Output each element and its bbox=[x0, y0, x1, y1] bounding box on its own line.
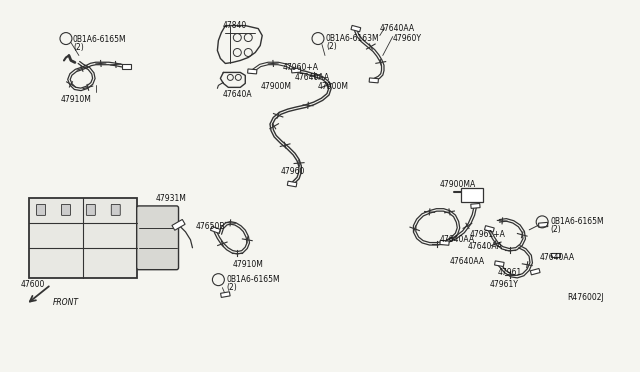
Text: 47640AA: 47640AA bbox=[440, 235, 475, 244]
FancyBboxPatch shape bbox=[221, 292, 230, 298]
Text: 47961+A: 47961+A bbox=[469, 230, 506, 239]
FancyBboxPatch shape bbox=[351, 25, 361, 32]
Text: 47640AA: 47640AA bbox=[467, 242, 502, 251]
Text: 47900M: 47900M bbox=[260, 82, 291, 92]
FancyBboxPatch shape bbox=[86, 205, 95, 215]
Text: 47640A: 47640A bbox=[222, 90, 252, 99]
Text: 47961: 47961 bbox=[497, 268, 522, 277]
FancyBboxPatch shape bbox=[111, 205, 120, 215]
Text: 47640AA: 47640AA bbox=[539, 253, 574, 262]
FancyBboxPatch shape bbox=[461, 188, 483, 202]
Text: 47640AA: 47640AA bbox=[449, 257, 484, 266]
Text: 0B1A6-6165M: 0B1A6-6165M bbox=[73, 35, 127, 44]
FancyBboxPatch shape bbox=[538, 222, 548, 227]
Text: (2): (2) bbox=[326, 42, 337, 51]
FancyBboxPatch shape bbox=[172, 219, 185, 230]
FancyBboxPatch shape bbox=[137, 206, 179, 270]
FancyBboxPatch shape bbox=[248, 69, 257, 74]
Text: 47910M: 47910M bbox=[61, 95, 92, 104]
Text: 47640AA: 47640AA bbox=[295, 73, 330, 83]
FancyBboxPatch shape bbox=[531, 269, 540, 275]
Text: (2): (2) bbox=[227, 283, 237, 292]
FancyBboxPatch shape bbox=[61, 205, 70, 215]
Text: 47910M: 47910M bbox=[232, 260, 263, 269]
Text: (2): (2) bbox=[550, 225, 561, 234]
Text: 47960+A: 47960+A bbox=[282, 64, 318, 73]
Text: 47840: 47840 bbox=[222, 20, 246, 30]
FancyBboxPatch shape bbox=[550, 253, 559, 257]
FancyBboxPatch shape bbox=[369, 78, 378, 83]
Text: 47900M: 47900M bbox=[318, 82, 349, 92]
FancyBboxPatch shape bbox=[36, 205, 45, 215]
Text: 47960: 47960 bbox=[280, 167, 305, 176]
Text: 47961Y: 47961Y bbox=[490, 280, 518, 289]
FancyBboxPatch shape bbox=[29, 198, 137, 278]
FancyBboxPatch shape bbox=[440, 240, 449, 245]
FancyBboxPatch shape bbox=[495, 261, 504, 267]
Text: 47960Y: 47960Y bbox=[393, 33, 422, 42]
Text: FRONT: FRONT bbox=[53, 298, 79, 307]
Text: 47900MA: 47900MA bbox=[440, 180, 476, 189]
FancyBboxPatch shape bbox=[122, 64, 131, 68]
Text: 0B1A6-6165M: 0B1A6-6165M bbox=[227, 275, 280, 284]
Text: (2): (2) bbox=[73, 42, 84, 52]
Text: R476002J: R476002J bbox=[567, 293, 604, 302]
Text: 0B1A6-6163M: 0B1A6-6163M bbox=[326, 33, 380, 42]
FancyBboxPatch shape bbox=[287, 181, 297, 187]
FancyBboxPatch shape bbox=[471, 203, 480, 208]
Text: 47600: 47600 bbox=[21, 280, 45, 289]
Text: 0B1A6-6165M: 0B1A6-6165M bbox=[550, 217, 604, 226]
FancyBboxPatch shape bbox=[484, 226, 494, 232]
FancyBboxPatch shape bbox=[211, 226, 220, 233]
Text: 47931M: 47931M bbox=[156, 194, 186, 203]
Text: 47650B: 47650B bbox=[195, 222, 225, 231]
Text: 47640AA: 47640AA bbox=[380, 23, 415, 33]
FancyBboxPatch shape bbox=[291, 68, 301, 73]
